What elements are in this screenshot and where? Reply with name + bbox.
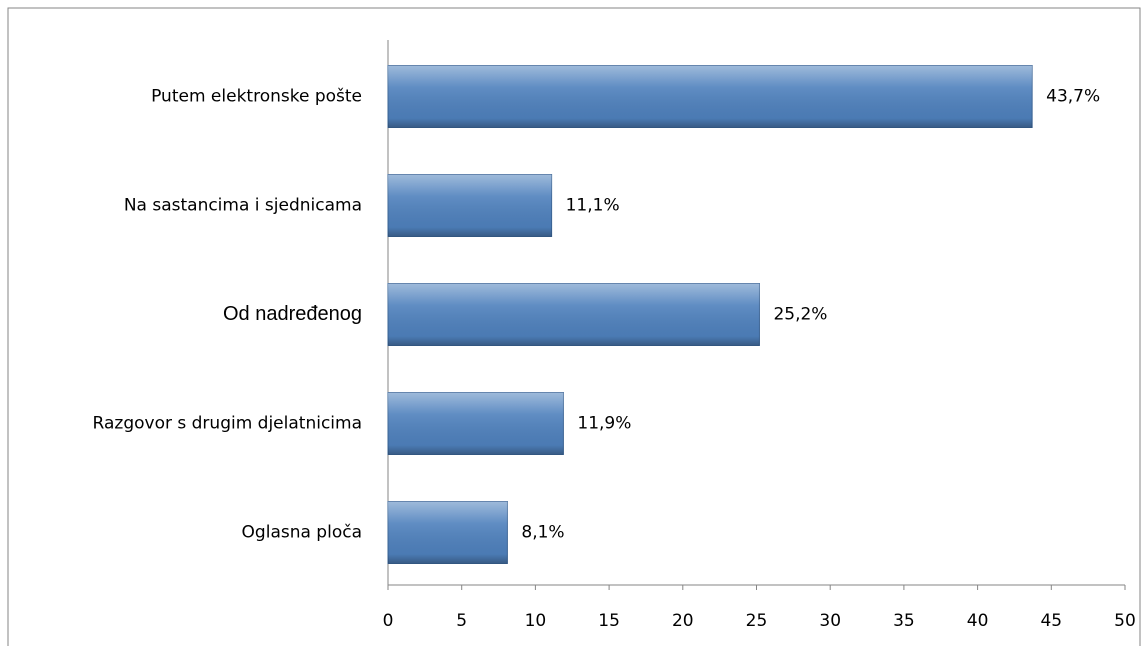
bar-shade: [388, 174, 552, 237]
value-label: 43,7%: [1046, 87, 1100, 107]
value-label: 11,9%: [577, 414, 631, 434]
value-label: 8,1%: [521, 523, 564, 543]
y-tick-label: Od nadređenog: [223, 303, 362, 325]
y-tick-label: Razgovor s drugim djelatnicima: [93, 414, 362, 434]
frame: [7, 7, 1141, 646]
y-tick-label: Oglasna ploča: [242, 523, 362, 543]
x-tick-label: 35: [893, 611, 915, 631]
x-tick-label: 30: [819, 611, 841, 631]
bar-shade: [388, 501, 508, 564]
x-tick-label: 45: [1040, 611, 1062, 631]
x-tick-label: 15: [598, 611, 620, 631]
x-tick-label: 50: [1114, 611, 1136, 631]
x-tick-label: 40: [967, 611, 989, 631]
x-tick-label: 0: [383, 611, 394, 631]
x-tick-label: 10: [525, 611, 547, 631]
bar-shade: [388, 65, 1033, 128]
x-tick-label: 25: [746, 611, 768, 631]
y-tick-label: Putem elektronske pošte: [151, 87, 362, 107]
value-label: 25,2%: [773, 305, 827, 325]
bar-shade: [388, 283, 760, 346]
x-tick-label: 5: [456, 611, 467, 631]
bar-shade: [388, 392, 564, 455]
value-label: 11,1%: [566, 196, 620, 216]
y-tick-label: Na sastancima i sjednicama: [124, 196, 362, 216]
x-tick-label: 20: [672, 611, 694, 631]
